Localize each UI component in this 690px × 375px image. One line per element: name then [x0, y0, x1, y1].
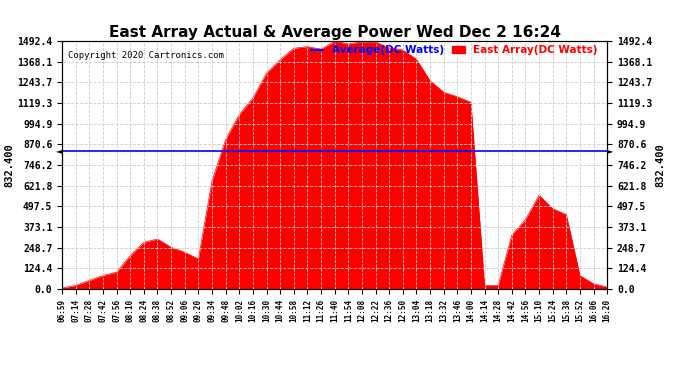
Text: ◄: ◄ — [56, 146, 62, 155]
Y-axis label: 832.400: 832.400 — [4, 143, 14, 187]
Text: Copyright 2020 Cartronics.com: Copyright 2020 Cartronics.com — [68, 51, 224, 60]
Legend: Average(DC Watts), East Array(DC Watts): Average(DC Watts), East Array(DC Watts) — [307, 41, 602, 60]
Text: ►: ► — [607, 146, 613, 155]
Title: East Array Actual & Average Power Wed Dec 2 16:24: East Array Actual & Average Power Wed De… — [108, 25, 561, 40]
Y-axis label: 832.400: 832.400 — [655, 143, 665, 187]
